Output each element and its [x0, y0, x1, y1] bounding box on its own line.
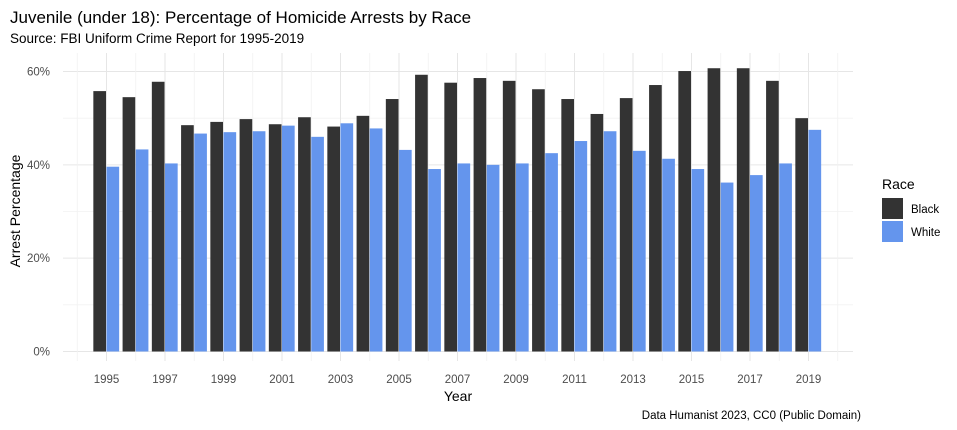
bar-black-2014	[649, 85, 662, 352]
bar-black-2006	[415, 74, 428, 352]
x-tick-label: 1995	[94, 374, 120, 386]
bars	[93, 68, 822, 352]
bar-black-2016	[707, 68, 721, 352]
chart-title: Juvenile (under 18): Percentage of Homic…	[10, 8, 471, 27]
bar-black-1995	[93, 91, 106, 352]
bar-black-1999	[210, 121, 223, 352]
bar-white-1997	[165, 163, 178, 352]
x-tick-label: 2019	[796, 374, 822, 386]
bar-white-2003	[340, 123, 354, 352]
legend-title: Race	[882, 176, 915, 192]
bar-white-2000	[252, 131, 266, 352]
bar-white-2007	[457, 163, 471, 352]
x-axis-title: Year	[444, 388, 473, 404]
x-tick-label: 2005	[386, 374, 412, 386]
bar-white-1998	[194, 133, 207, 352]
bar-white-2015	[691, 169, 705, 352]
bar-white-2008	[486, 164, 500, 352]
legend-key-white	[882, 221, 903, 242]
y-tick-label: 60%	[27, 67, 50, 79]
x-tick-label: 2001	[269, 374, 295, 386]
bar-black-2001	[268, 124, 282, 352]
bar-white-2002	[311, 136, 324, 352]
bar-black-2003	[327, 126, 340, 352]
x-tick-label: 2011	[562, 374, 587, 386]
bar-black-1998	[181, 125, 194, 352]
bar-black-2011	[561, 99, 574, 352]
bar-white-2010	[545, 153, 558, 352]
x-tick-label: 2009	[503, 374, 529, 386]
bar-black-2009	[502, 80, 516, 352]
bar-white-2009	[516, 163, 529, 352]
bar-black-2000	[239, 119, 253, 352]
bar-black-2012	[590, 113, 604, 352]
bar-white-2012	[603, 131, 617, 352]
bar-black-2008	[473, 78, 487, 352]
legend-label-black: Black	[911, 204, 939, 216]
bar-white-2019	[808, 129, 822, 352]
x-tick-label: 2017	[737, 374, 763, 386]
axes: 0% 20% 40% 60% 1995 1997 1999 2001 2003 2005 2007 2…	[27, 67, 821, 387]
bar-black-2015	[678, 71, 691, 352]
bar-black-2005	[385, 99, 399, 352]
bar-black-2018	[766, 80, 779, 352]
bar-white-2011	[574, 141, 588, 352]
bar-white-2004	[369, 128, 383, 352]
x-tick-label: 2003	[328, 374, 354, 386]
x-tick-label: 2015	[679, 374, 705, 386]
legend-key-black	[882, 198, 903, 219]
bar-white-1995	[106, 166, 120, 352]
legend-label-white: White	[911, 227, 940, 239]
x-tick-label: 2007	[445, 374, 471, 386]
bar-white-2005	[399, 149, 412, 352]
x-tick-label: 2013	[620, 374, 646, 386]
bar-black-2019	[795, 118, 808, 352]
x-tick-label: 1997	[152, 374, 178, 386]
y-tick-label: 20%	[27, 253, 50, 265]
legend-items: Black White	[882, 198, 940, 242]
bar-white-2013	[633, 150, 646, 352]
bar-black-2002	[298, 117, 311, 352]
bar-white-2001	[282, 125, 295, 352]
bar-white-2014	[662, 158, 675, 352]
x-tick-label: 1999	[211, 374, 237, 386]
bar-white-2006	[428, 169, 441, 352]
bar-black-2004	[356, 115, 370, 352]
bar-black-2007	[444, 82, 457, 352]
bar-white-1996	[135, 149, 149, 352]
y-axis-title: Arrest Percentage	[7, 154, 23, 267]
bar-black-1996	[122, 97, 136, 352]
bar-white-2016	[720, 182, 734, 352]
bar-black-2010	[532, 89, 545, 352]
y-tick-label: 0%	[33, 347, 50, 359]
y-tick-label: 40%	[27, 160, 50, 172]
bar-black-2013	[619, 98, 633, 352]
chart-caption: Data Humanist 2023, CC0 (Public Domain)	[642, 410, 861, 422]
legend: Race Black White	[882, 176, 940, 242]
bar-white-2017	[750, 175, 763, 352]
bar-white-1999	[223, 132, 237, 352]
bar-white-2018	[779, 163, 792, 352]
bar-black-2017	[736, 68, 750, 352]
chart-subtitle: Source: FBI Uniform Crime Report for 199…	[10, 31, 304, 46]
bar-black-1997	[151, 81, 165, 352]
